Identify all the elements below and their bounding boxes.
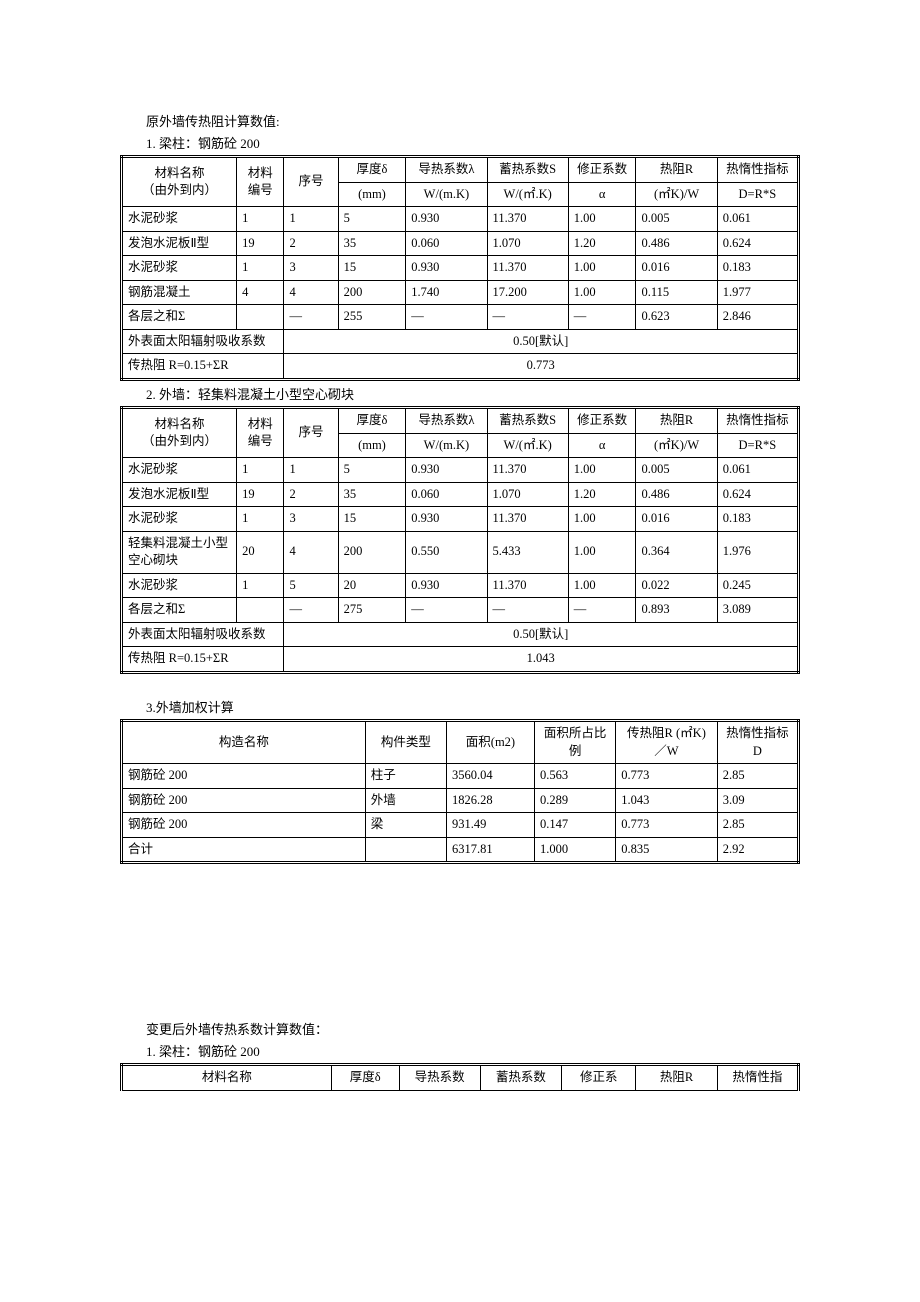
- hdr-thickness: 厚度δ: [338, 408, 406, 434]
- hdr-seq: 序号: [284, 157, 338, 207]
- hdr-thickness: 厚度δ: [338, 157, 406, 183]
- table-foot-row: 外表面太阳辐射吸收系数0.50[默认]: [122, 622, 799, 647]
- table-4: 材料名称 厚度δ 导热系数 蓄热系数 修正系 热阻R 热惰性指: [120, 1063, 800, 1091]
- table-row: 各层之和Σ—275———0.8933.089: [122, 598, 799, 623]
- section1-title: 原外墙传热阻计算数值:: [120, 112, 800, 132]
- hdr-s: 蓄热系数S: [487, 408, 568, 434]
- hdr-r: 热阻R: [636, 408, 717, 434]
- table-foot-row: 外表面太阳辐射吸收系数0.50[默认]: [122, 329, 799, 354]
- table-row: 钢筋砼 200外墙1826.280.2891.0433.09: [122, 788, 799, 813]
- table-row: 钢筋砼 200梁931.490.1470.7732.85: [122, 813, 799, 838]
- hdr-code: 材料编号: [237, 157, 284, 207]
- hdr-seq: 序号: [284, 408, 338, 458]
- hdr-area: 面积(m2): [446, 721, 534, 764]
- hdr-r: 传热阻R (㎡K)／W: [616, 721, 718, 764]
- table-header-row: 材料名称（由外到内） 材料编号 序号 厚度δ 导热系数λ 蓄热系数S 修正系数 …: [122, 408, 799, 434]
- table-row: 各层之和Σ—255———0.6232.846: [122, 305, 799, 330]
- unit-wm2k: W/(㎡.K): [487, 182, 568, 207]
- table-foot-row: 传热阻 R=0.15+ΣR0.773: [122, 354, 799, 380]
- table-header-row: 构造名称 构件类型 面积(m2) 面积所占比例 传热阻R (㎡K)／W 热惰性指…: [122, 721, 799, 764]
- table-header-row: 材料名称 厚度δ 导热系数 蓄热系数 修正系 热阻R 热惰性指: [122, 1065, 799, 1091]
- table-row: 水泥砂浆15200.93011.3701.000.0220.245: [122, 573, 799, 598]
- hdr-alpha: 修正系: [562, 1065, 636, 1091]
- table-row: 合计6317.811.0000.8352.92: [122, 837, 799, 863]
- unit-mm: (mm): [338, 182, 406, 207]
- table-header-row: 材料名称（由外到内） 材料编号 序号 厚度δ 导热系数λ 蓄热系数S 修正系数 …: [122, 157, 799, 183]
- sub3-label: 3.外墙加权计算: [120, 698, 800, 718]
- hdr-type: 构件类型: [365, 721, 446, 764]
- table-2: 材料名称（由外到内） 材料编号 序号 厚度δ 导热系数λ 蓄热系数S 修正系数 …: [120, 406, 800, 674]
- table-row: 钢筋砼 200柱子3560.040.5630.7732.85: [122, 764, 799, 789]
- table-row: 发泡水泥板Ⅱ型192350.0601.0701.200.4860.624: [122, 231, 799, 256]
- hdr-ratio: 面积所占比例: [534, 721, 615, 764]
- sub2-label: 2. 外墙：轻集料混凝土小型空心砌块: [120, 385, 800, 405]
- hdr-alpha: 修正系数: [568, 408, 636, 434]
- hdr-lambda: 导热系数: [399, 1065, 480, 1091]
- hdr-material: 材料名称: [122, 1065, 332, 1091]
- unit-drs: D=R*S: [717, 182, 798, 207]
- table-row: 发泡水泥板Ⅱ型192350.0601.0701.200.4860.624: [122, 482, 799, 507]
- hdr-d: 热惰性指标D: [717, 721, 798, 764]
- hdr-r: 热阻R: [636, 157, 717, 183]
- table-3: 构造名称 构件类型 面积(m2) 面积所占比例 传热阻R (㎡K)／W 热惰性指…: [120, 719, 800, 864]
- hdr-lambda: 导热系数λ: [406, 408, 487, 434]
- table-row: 水泥砂浆13150.93011.3701.000.0160.183: [122, 507, 799, 532]
- foot2-label: 传热阻 R=0.15+ΣR: [122, 354, 284, 380]
- hdr-d: 热惰性指标: [717, 408, 798, 434]
- hdr-s: 蓄热系数S: [487, 157, 568, 183]
- table-row: 轻集料混凝土小型空心砌块2042000.5505.4331.000.3641.9…: [122, 531, 799, 573]
- hdr-d: 热惰性指: [717, 1065, 798, 1091]
- table-row: 水泥砂浆13150.93011.3701.000.0160.183: [122, 256, 799, 281]
- unit-alpha: α: [568, 182, 636, 207]
- hdr-code: 材料编号: [237, 408, 284, 458]
- hdr-alpha: 修正系数: [568, 157, 636, 183]
- section2-sub1-label: 1. 梁柱：钢筋砼 200: [120, 1042, 800, 1062]
- hdr-thickness: 厚度δ: [331, 1065, 399, 1091]
- foot1-label: 外表面太阳辐射吸收系数: [122, 329, 284, 354]
- unit-wmk: W/(m.K): [406, 182, 487, 207]
- table-row: 钢筋混凝土442001.74017.2001.000.1151.977: [122, 280, 799, 305]
- hdr-lambda: 导热系数λ: [406, 157, 487, 183]
- hdr-d: 热惰性指标: [717, 157, 798, 183]
- sub1-label: 1. 梁柱：钢筋砼 200: [120, 134, 800, 154]
- hdr-material: 材料名称（由外到内）: [122, 408, 237, 458]
- hdr-s: 蓄热系数: [480, 1065, 561, 1091]
- hdr-material: 材料名称（由外到内）: [122, 157, 237, 207]
- table-1: 材料名称（由外到内） 材料编号 序号 厚度δ 导热系数λ 蓄热系数S 修正系数 …: [120, 155, 800, 381]
- foot2-val: 0.773: [284, 354, 799, 380]
- section2-title: 变更后外墙传热系数计算数值：: [120, 1020, 800, 1040]
- table-row: 水泥砂浆1150.93011.3701.000.0050.061: [122, 458, 799, 483]
- hdr-structure: 构造名称: [122, 721, 366, 764]
- unit-m2kw: (㎡K)/W: [636, 182, 717, 207]
- table-row: 水泥砂浆1150.93011.3701.000.0050.061: [122, 207, 799, 232]
- hdr-r: 热阻R: [636, 1065, 717, 1091]
- table-foot-row: 传热阻 R=0.15+ΣR1.043: [122, 647, 799, 673]
- foot1-val: 0.50[默认]: [284, 329, 799, 354]
